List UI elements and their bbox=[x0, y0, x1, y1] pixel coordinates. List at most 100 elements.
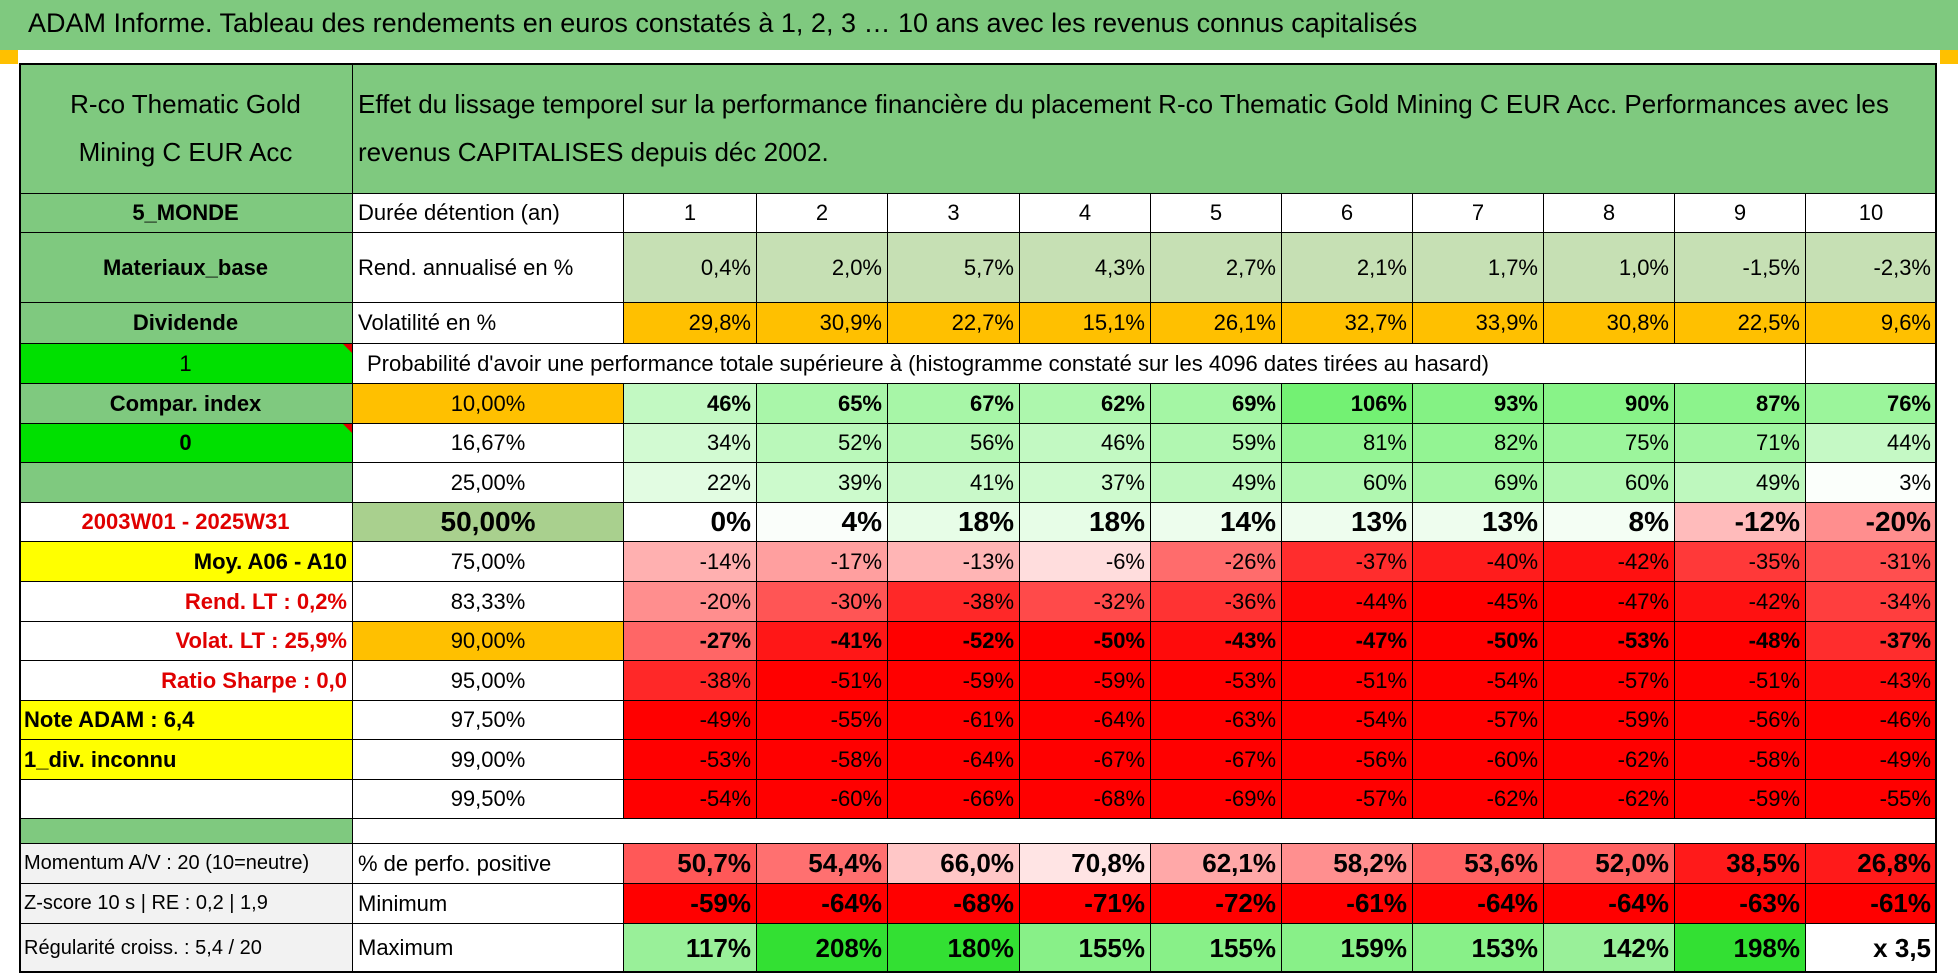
probability-value-text: -42% bbox=[1617, 548, 1669, 574]
stat-label-text: Maximum bbox=[358, 935, 454, 960]
probability-value-text: -69% bbox=[1224, 786, 1276, 811]
probability-value-text: -35% bbox=[1748, 548, 1800, 574]
probability-value-text: -38% bbox=[962, 588, 1014, 614]
stat-value: 142% bbox=[1544, 924, 1675, 973]
probability-value-text: 60% bbox=[1362, 469, 1407, 495]
probability-value: 93% bbox=[1413, 384, 1544, 424]
probability-value: -45% bbox=[1413, 582, 1544, 622]
probability-value: -38% bbox=[888, 582, 1020, 622]
probability-value-text: -64% bbox=[1093, 707, 1145, 732]
probability-value: 22% bbox=[624, 463, 757, 503]
stat-value: 26,8% bbox=[1806, 844, 1937, 884]
year-header-text: 6 bbox=[1340, 200, 1354, 225]
probability-value-text: 69% bbox=[1231, 390, 1276, 416]
probability-value: -31% bbox=[1806, 542, 1937, 582]
probability-value: -50% bbox=[1020, 622, 1151, 661]
stat-value-text: 38,5% bbox=[1726, 848, 1800, 878]
probability-value-text: -53% bbox=[1224, 667, 1276, 693]
vol-value-text: 15,1% bbox=[1082, 310, 1145, 335]
probability-value-text: -50% bbox=[1093, 628, 1145, 653]
stat-value-text: 198% bbox=[1733, 932, 1801, 963]
stat-value: -71% bbox=[1020, 884, 1151, 924]
threshold-cell-text: 25,00% bbox=[450, 469, 526, 495]
probability-value: 8% bbox=[1544, 503, 1675, 542]
probability-value: 0% bbox=[624, 503, 757, 542]
probability-value-text: -51% bbox=[830, 667, 882, 693]
probability-value: 106% bbox=[1282, 384, 1413, 424]
volat-lt-label-text: Volat. LT : 25,9% bbox=[175, 628, 347, 653]
threshold-cell: 83,33% bbox=[353, 582, 624, 622]
div-info-label-text: 1_div. inconnu bbox=[24, 746, 177, 772]
zone-label: 5_MONDE bbox=[19, 194, 353, 233]
probability-value-text: -41% bbox=[830, 628, 882, 653]
vol-value-text: 26,1% bbox=[1213, 310, 1276, 335]
probability-value-text: -54% bbox=[1355, 707, 1407, 732]
stat-label-text: % de perfo. positive bbox=[358, 850, 552, 876]
probability-value-text: -62% bbox=[1486, 786, 1538, 811]
probability-value-text: -12% bbox=[1734, 506, 1800, 537]
probability-value: -59% bbox=[888, 661, 1020, 701]
threshold-cell: 25,00% bbox=[353, 463, 624, 503]
probability-value-text: 87% bbox=[1755, 390, 1800, 416]
stat-label: Maximum bbox=[353, 924, 624, 973]
year-header-text: 5 bbox=[1209, 200, 1223, 225]
probability-value-text: -51% bbox=[1355, 667, 1407, 693]
probability-value-text: -37% bbox=[1879, 628, 1931, 653]
probability-value-text: 46% bbox=[706, 390, 751, 416]
probability-value: 18% bbox=[888, 503, 1020, 542]
vol-label: Volatilité en % bbox=[353, 303, 624, 344]
probability-value-text: -51% bbox=[1748, 667, 1800, 693]
threshold-cell: 99,00% bbox=[353, 740, 624, 780]
rend-label-text: Rend. annualisé en % bbox=[358, 254, 574, 280]
volat-lt-label: Volat. LT : 25,9% bbox=[19, 622, 353, 661]
fund-name-cell: R-co Thematic Gold Mining C EUR Acc bbox=[19, 63, 353, 194]
year-header-text: 1 bbox=[683, 200, 697, 225]
probability-value: -59% bbox=[1020, 661, 1151, 701]
probability-value-text: -66% bbox=[962, 786, 1014, 811]
stat-value-text: -61% bbox=[1346, 888, 1407, 918]
probability-value-text: -46% bbox=[1879, 707, 1931, 732]
probability-value: -40% bbox=[1413, 542, 1544, 582]
probability-value: 71% bbox=[1675, 424, 1806, 463]
probability-value-text: 37% bbox=[1100, 469, 1145, 495]
probability-value: 14% bbox=[1151, 503, 1282, 542]
index-flag-text: 0 bbox=[179, 430, 192, 455]
rend-label: Rend. annualisé en % bbox=[353, 233, 624, 303]
probability-value-text: -32% bbox=[1093, 588, 1145, 614]
probability-value-text: 56% bbox=[969, 430, 1014, 455]
stat-value: 62,1% bbox=[1151, 844, 1282, 884]
stat-value-text: 26,8% bbox=[1857, 848, 1931, 878]
vol-value-text: 32,7% bbox=[1344, 310, 1407, 335]
probability-value: -53% bbox=[624, 740, 757, 780]
probability-value: 49% bbox=[1675, 463, 1806, 503]
rend-lt-label-text: Rend. LT : 0,2% bbox=[184, 588, 347, 614]
probability-value-text: 69% bbox=[1493, 469, 1538, 495]
probability-value-text: -48% bbox=[1748, 628, 1800, 653]
probability-value: -46% bbox=[1806, 701, 1937, 740]
probability-value: 60% bbox=[1282, 463, 1413, 503]
threshold-cell-text: 75,00% bbox=[450, 548, 526, 574]
stat-value-text: -71% bbox=[1084, 888, 1145, 918]
probability-value: -48% bbox=[1675, 622, 1806, 661]
vol-value: 22,7% bbox=[888, 303, 1020, 344]
stat-value-text: 62,1% bbox=[1202, 848, 1276, 878]
probability-value: -67% bbox=[1020, 740, 1151, 780]
stat-value: 198% bbox=[1675, 924, 1806, 973]
probability-value-text: -43% bbox=[1879, 667, 1931, 693]
probability-value-text: 75% bbox=[1624, 430, 1669, 455]
probability-value: -59% bbox=[1544, 701, 1675, 740]
vol-value-text: 9,6% bbox=[1880, 310, 1931, 335]
rend-value-text: 0,4% bbox=[700, 254, 751, 280]
stat-value: -61% bbox=[1806, 884, 1937, 924]
probability-value: 87% bbox=[1675, 384, 1806, 424]
rend-value-text: 2,7% bbox=[1225, 254, 1276, 280]
probability-value-text: 62% bbox=[1100, 390, 1145, 416]
rend-value-text: 5,7% bbox=[963, 254, 1014, 280]
probability-value: -34% bbox=[1806, 582, 1937, 622]
probability-value: 65% bbox=[757, 384, 888, 424]
stat-value: -63% bbox=[1675, 884, 1806, 924]
stat-value-text: -68% bbox=[953, 888, 1014, 918]
sharpe-label-text: Ratio Sharpe : 0,0 bbox=[161, 667, 347, 693]
probability-value-text: 4% bbox=[841, 506, 882, 537]
stat-value: 52,0% bbox=[1544, 844, 1675, 884]
